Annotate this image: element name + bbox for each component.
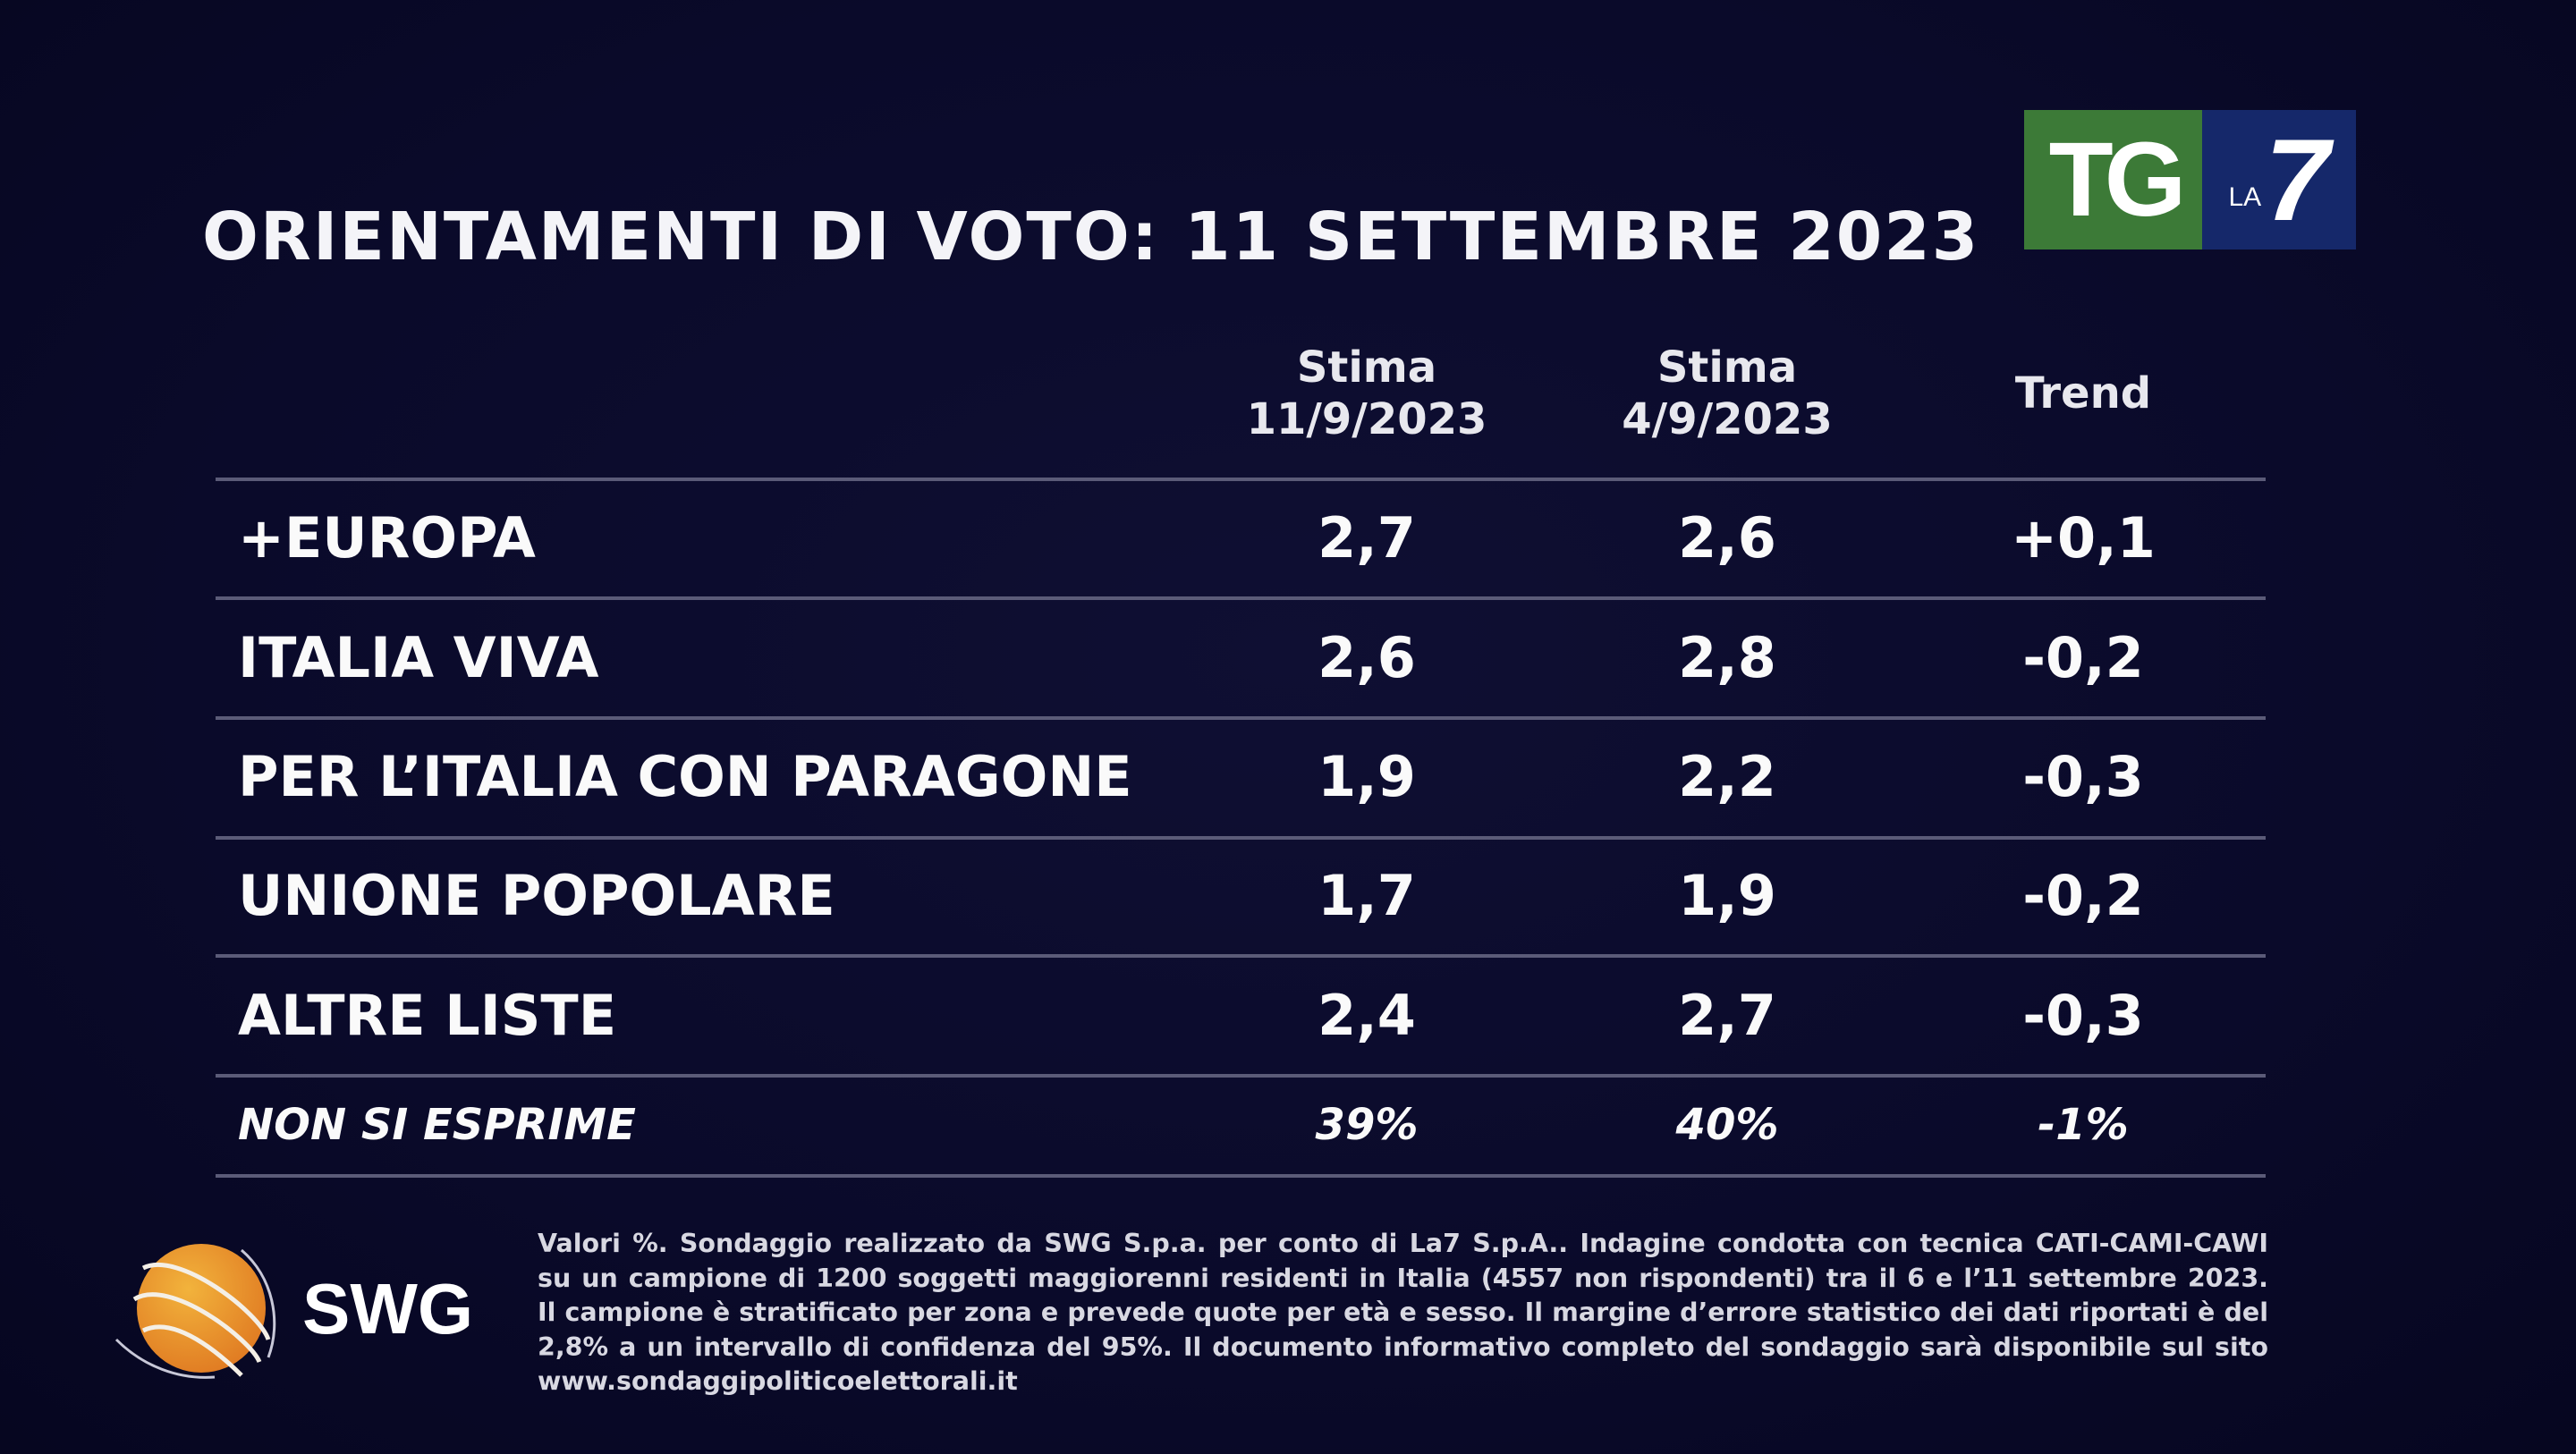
note-link[interactable]: www.sondaggipoliticoelettorali.it — [538, 1366, 1018, 1397]
note-line: Il campione è stratificato per zona e pr… — [538, 1298, 2268, 1328]
page-title: ORIENTAMENTI DI VOTO: 11 SETTEMBRE 2023 — [202, 199, 1980, 275]
trend-value: -1% — [2038, 1100, 2129, 1150]
current-value: 39% — [1315, 1100, 1419, 1150]
party-name: ITALIA VIVA — [238, 625, 599, 690]
note-line: 2,8% a un intervallo di confidenza del 9… — [538, 1331, 2268, 1362]
previous-value: 2,6 — [1678, 505, 1776, 571]
note-line: su un campione di 1200 soggetti maggiore… — [538, 1263, 2268, 1293]
divider — [216, 836, 2266, 840]
previous-value: 40% — [1675, 1100, 1779, 1150]
seven-logo-text: 7 — [2265, 114, 2330, 245]
la-logo-text: LA — [2228, 182, 2262, 212]
party-name: PER L’ITALIA CON PARAGONE — [238, 744, 1132, 809]
current-value: 1,7 — [1318, 863, 1416, 928]
party-name: NON SI ESPRIME — [238, 1100, 636, 1150]
party-name: +EUROPA — [238, 505, 536, 571]
header-trend: Trend — [2014, 368, 2152, 418]
party-name: ALTRE LISTE — [238, 983, 617, 1048]
swg-logo: SWG — [107, 1232, 501, 1384]
previous-value: 1,9 — [1678, 863, 1776, 928]
current-value: 2,4 — [1318, 983, 1416, 1048]
party-name: UNIONE POPOLARE — [238, 863, 835, 928]
trend-value: -0,3 — [2022, 983, 2144, 1048]
current-value: 2,6 — [1318, 625, 1416, 690]
header-previous-line2: 4/9/2023 — [1622, 394, 1833, 444]
divider — [216, 1074, 2266, 1078]
trend-value: -0,2 — [2022, 863, 2144, 928]
header-current-line2: 11/9/2023 — [1246, 394, 1487, 444]
swg-logo-text: SWG — [302, 1269, 474, 1348]
tg-logo-text: TG — [2024, 110, 2202, 249]
previous-value: 2,2 — [1678, 744, 1776, 809]
header-previous-line1: Stima — [1657, 342, 1798, 393]
previous-value: 2,8 — [1678, 625, 1776, 690]
header-current: Stima 11/9/2023 — [1188, 342, 1546, 445]
trend-value: -0,3 — [2022, 744, 2144, 809]
note-line: Valori %. Sondaggio realizzato da SWG S.… — [538, 1229, 2268, 1258]
current-value: 2,7 — [1318, 505, 1416, 571]
divider — [216, 1174, 2266, 1178]
header-previous: Stima 4/9/2023 — [1548, 342, 1906, 445]
trend-value: -0,2 — [2022, 625, 2144, 690]
previous-value: 2,7 — [1678, 983, 1776, 1048]
tg-la7-logo: TG LA 7 — [2024, 110, 2356, 249]
divider — [216, 716, 2266, 720]
current-value: 1,9 — [1318, 744, 1416, 809]
divider — [216, 478, 2266, 481]
divider — [216, 954, 2266, 958]
methodology-note: Valori %. Sondaggio realizzato da SWG S.… — [538, 1227, 2268, 1399]
trend-value: +0,1 — [2011, 505, 2156, 571]
header-current-line1: Stima — [1296, 342, 1437, 393]
divider — [216, 596, 2266, 600]
swg-globe-icon — [114, 1244, 276, 1379]
